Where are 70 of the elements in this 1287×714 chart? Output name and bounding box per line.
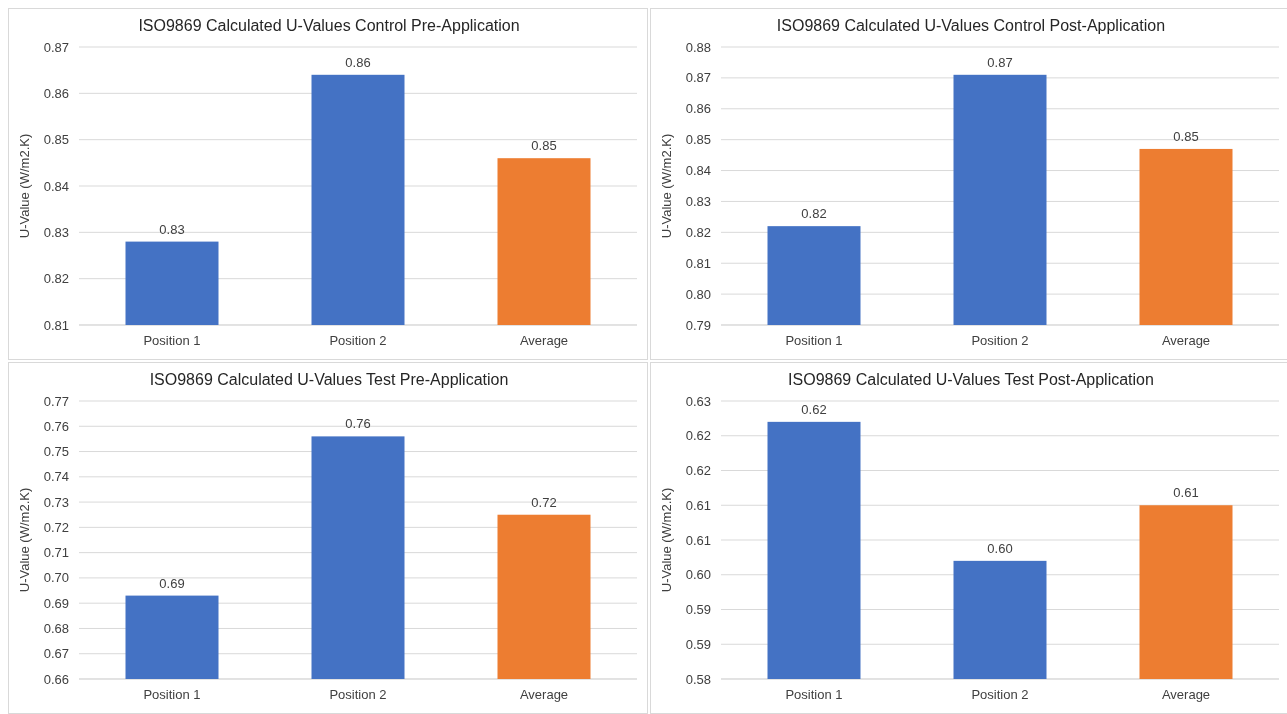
chart-title: ISO9869 Calculated U-Values Control Post-Application [776, 17, 1166, 34]
data-label: 0.69 [159, 575, 185, 591]
y-tick-label: 0.74 [43, 469, 69, 485]
y-tick-label: 0.84 [43, 178, 69, 194]
y-tick-label: 0.87 [685, 70, 711, 86]
y-tick-label: 0.77 [43, 393, 69, 409]
chart-title: ISO9869 Calculated U-Values Test Post-Application [788, 371, 1154, 388]
y-tick-label: 0.85 [43, 132, 69, 148]
data-label: 0.85 [531, 138, 557, 154]
y-tick-label: 0.86 [43, 85, 69, 101]
y-tick-label: 0.76 [43, 418, 69, 434]
data-label: 0.60 [987, 540, 1013, 556]
y-tick-label: 0.59 [685, 636, 711, 652]
y-axis-title: U-Value (W/m2.K) [17, 133, 32, 239]
x-tick-label: Position 1 [785, 687, 843, 702]
data-label: 0.86 [345, 54, 371, 70]
y-tick-label: 0.73 [43, 494, 69, 510]
y-tick-label: 0.87 [43, 39, 69, 55]
y-tick-label: 0.61 [685, 532, 711, 548]
data-label: 0.83 [159, 221, 185, 237]
y-tick-label: 0.82 [685, 224, 711, 240]
y-tick-label: 0.67 [43, 646, 69, 662]
y-tick-label: 0.62 [685, 428, 711, 444]
y-tick-label: 0.61 [685, 497, 711, 513]
x-tick-label: Position 2 [329, 687, 387, 702]
x-tick-label: Position 2 [329, 333, 387, 348]
y-tick-label: 0.60 [685, 567, 711, 583]
y-tick-label: 0.88 [685, 39, 711, 55]
chart-title: ISO9869 Calculated U-Values Control Pre-Application [138, 17, 520, 34]
y-tick-label: 0.70 [43, 570, 69, 586]
y-tick-label: 0.63 [685, 393, 711, 409]
y-axis-title: U-Value (W/m2.K) [17, 487, 32, 593]
y-tick-label: 0.72 [43, 519, 69, 535]
y-tick-label: 0.80 [685, 286, 711, 302]
y-tick-label: 0.62 [685, 463, 711, 479]
x-tick-label: Position 2 [971, 333, 1029, 348]
x-tick-label: Average [1161, 333, 1211, 348]
y-axis-title: U-Value (W/m2.K) [659, 487, 674, 593]
y-tick-label: 0.69 [43, 595, 69, 611]
data-label: 0.82 [801, 206, 827, 222]
data-label: 0.76 [345, 416, 371, 432]
x-tick-label: Position 1 [143, 687, 201, 702]
y-tick-label: 0.66 [43, 671, 69, 687]
y-axis-title: U-Value (W/m2.K) [659, 133, 674, 239]
y-tick-label: 0.83 [685, 193, 711, 209]
y-tick-label: 0.79 [685, 317, 711, 333]
y-tick-label: 0.68 [43, 621, 69, 636]
y-tick-label: 0.85 [685, 132, 711, 148]
x-tick-label: Average [1161, 687, 1211, 702]
x-tick-label: Position 1 [785, 333, 843, 348]
data-label: 0.61 [1173, 485, 1199, 501]
data-label: 0.87 [987, 54, 1013, 70]
y-tick-label: 0.58 [685, 671, 711, 687]
y-tick-label: 0.82 [43, 271, 69, 287]
y-tick-label: 0.84 [685, 163, 711, 179]
y-tick-label: 0.75 [43, 444, 69, 460]
data-label: 0.72 [531, 494, 557, 510]
x-tick-label: Average [519, 687, 569, 702]
chart-title: ISO9869 Calculated U-Values Test Pre-Application [149, 371, 509, 388]
y-tick-label: 0.59 [685, 602, 711, 618]
y-tick-label: 0.86 [685, 101, 711, 117]
y-tick-label: 0.83 [43, 224, 69, 240]
data-label: 0.85 [1173, 128, 1199, 144]
x-tick-label: Position 1 [143, 333, 201, 348]
x-tick-label: Position 2 [971, 687, 1029, 702]
x-tick-label: Average [519, 333, 569, 348]
y-tick-label: 0.81 [43, 317, 69, 333]
data-label: 0.62 [801, 401, 827, 417]
y-tick-label: 0.71 [43, 545, 69, 561]
y-tick-label: 0.81 [685, 255, 711, 271]
